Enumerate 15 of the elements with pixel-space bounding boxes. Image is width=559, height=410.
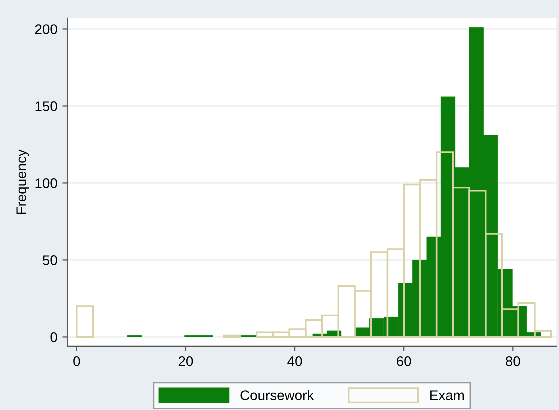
legend-label: Exam bbox=[430, 390, 464, 400]
y-tick-label: 150 bbox=[36, 102, 58, 112]
legend-label: Coursework bbox=[240, 390, 314, 400]
x-tick-label: 0 bbox=[74, 356, 80, 366]
y-tick-label: 100 bbox=[36, 178, 58, 188]
x-tick-label: 20 bbox=[178, 356, 194, 366]
y-tick-label: 0 bbox=[50, 332, 58, 342]
bar bbox=[223, 334, 242, 338]
bar bbox=[76, 306, 94, 338]
x-tick-label: 60 bbox=[397, 356, 412, 366]
x-tick-label: 40 bbox=[288, 356, 302, 366]
x-tick-label: 80 bbox=[506, 356, 520, 366]
y-axis-title: Frequency bbox=[16, 150, 30, 214]
y-tick-label: 200 bbox=[35, 24, 58, 34]
y-tick-label: 50 bbox=[43, 256, 58, 266]
